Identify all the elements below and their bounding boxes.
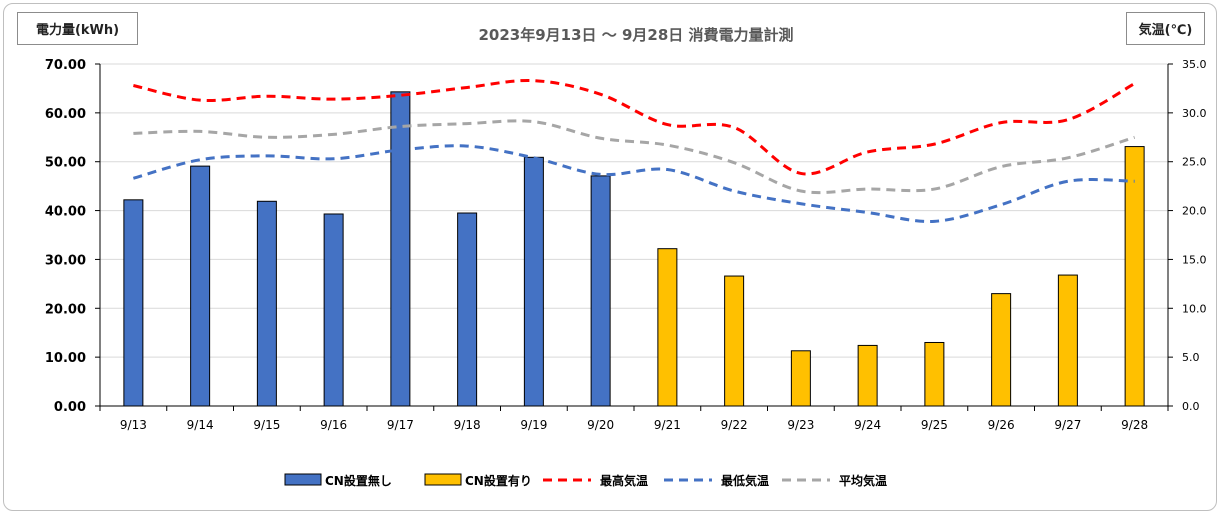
bar-9-24 <box>857 344 878 407</box>
bar-9-17 <box>390 91 411 407</box>
min-temp-line <box>132 144 1135 223</box>
bar-9-28 <box>1124 146 1145 407</box>
bar-9-19 <box>523 156 544 407</box>
bar-9-27 <box>1057 274 1078 407</box>
y2-tick-label: 20.0 <box>1182 205 1207 218</box>
x-tick-label: 9/24 <box>854 418 881 432</box>
x-tick-label: 9/20 <box>587 418 614 432</box>
left-axis-unit-label: 電力量(kWh) <box>17 12 138 45</box>
legend: CN設置無し CN設置有り 最高気温 最低気温 平均気温 <box>284 473 887 488</box>
legend-cn-with: CN設置有り <box>424 473 532 488</box>
legend-swatch <box>284 473 322 486</box>
temperature-lines <box>132 78 1136 223</box>
y-tick-label: 70.00 <box>45 58 86 73</box>
y-tick-label: 60.00 <box>45 107 86 122</box>
y-tick-label: 0.00 <box>54 400 86 415</box>
x-tick-label: 9/22 <box>721 418 748 432</box>
legend-avg-temp: 平均気温 <box>782 473 887 488</box>
y2-tick-label: 15.0 <box>1182 253 1207 266</box>
legend-cn-without: CN設置無し <box>284 473 392 488</box>
legend-min-temp: 最低気温 <box>664 473 769 488</box>
x-tick-label: 9/21 <box>654 418 681 432</box>
avg-temp-line <box>133 119 1136 195</box>
y2-tick-label: 10.0 <box>1182 302 1207 315</box>
x-tick-label: 9/28 <box>1121 418 1148 432</box>
x-tick-label: 9/25 <box>921 418 948 432</box>
x-tick-label: 9/16 <box>320 418 347 432</box>
legend-label: 最低気温 <box>721 473 769 488</box>
legend-label: 平均気温 <box>839 473 887 488</box>
y-tick-label: 10.00 <box>45 351 86 366</box>
axes <box>95 63 1173 411</box>
max-temp-line <box>133 78 1136 176</box>
x-tick-label: 9/18 <box>454 418 481 432</box>
tick-labels: 0.00 10.00 20.00 30.00 40.00 50.00 60.00 70.00 0… <box>45 58 1207 432</box>
y-tick-label: 20.00 <box>45 302 86 317</box>
bar-9-16 <box>323 213 344 407</box>
y-tick-label: 50.00 <box>45 156 86 171</box>
y2-tick-label: 30.0 <box>1182 107 1207 120</box>
x-tick-label: 9/23 <box>787 418 814 432</box>
x-tick-label: 9/17 <box>387 418 414 432</box>
legend-swatch <box>424 473 462 486</box>
x-tick-label: 9/15 <box>253 418 280 432</box>
legend-label: CN設置無し <box>325 473 392 488</box>
legend-max-temp: 最高気温 <box>543 473 648 488</box>
bar-9-22 <box>724 275 745 407</box>
chart-title: 2023年9月13日 ～ 9月28日 消費電力量計測 <box>478 26 793 44</box>
bar-9-26 <box>991 293 1012 407</box>
y2-tick-label: 5.0 <box>1182 351 1200 364</box>
bar-9-20 <box>590 175 611 407</box>
x-tick-label: 9/19 <box>520 418 547 432</box>
x-tick-label: 9/26 <box>988 418 1015 432</box>
x-tick-label: 9/14 <box>187 418 214 432</box>
x-tick-label: 9/13 <box>120 418 147 432</box>
x-tick-label: 9/27 <box>1054 418 1081 432</box>
bar-9-13 <box>123 199 144 407</box>
bar-9-15 <box>256 200 277 407</box>
bar-9-18 <box>457 212 478 407</box>
right-axis-unit-label: 気温(℃) <box>1126 12 1205 45</box>
legend-label: CN設置有り <box>465 473 532 488</box>
y-tick-label: 40.00 <box>45 205 86 220</box>
y2-tick-label: 0.0 <box>1182 400 1200 413</box>
y2-tick-label: 25.0 <box>1182 156 1207 169</box>
bar-9-25 <box>924 341 945 407</box>
y2-tick-label: 35.0 <box>1182 58 1207 71</box>
y-tick-label: 30.00 <box>45 253 86 268</box>
bar-9-14 <box>190 165 211 407</box>
bar-9-23 <box>790 350 811 407</box>
bar-9-21 <box>657 248 678 407</box>
legend-label: 最高気温 <box>600 473 648 488</box>
bars <box>123 91 1145 407</box>
